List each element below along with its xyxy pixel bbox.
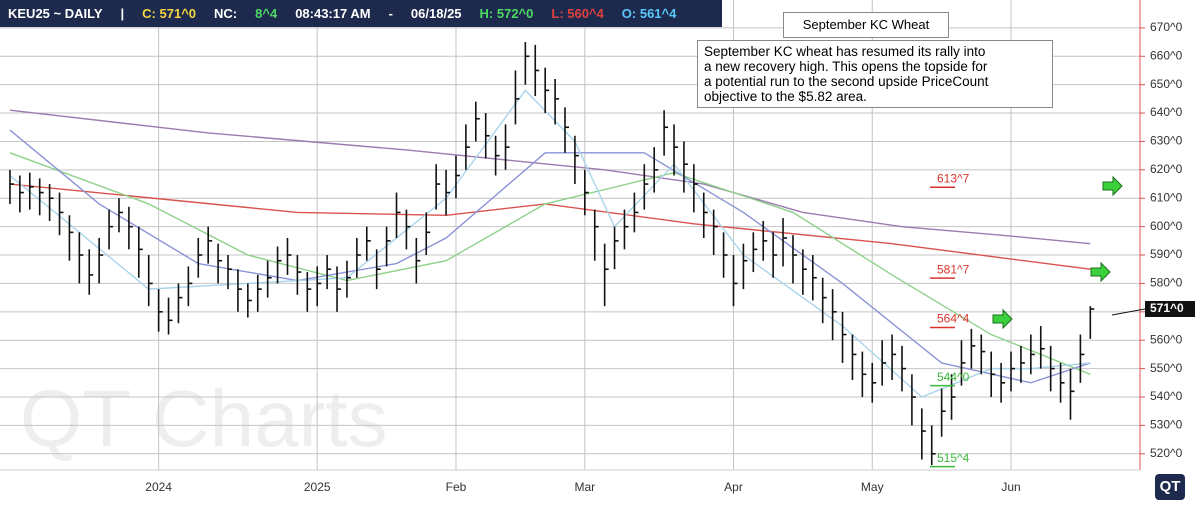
x-tick-label: 2024 bbox=[145, 480, 172, 494]
header-item: KEU25 ~ DAILY bbox=[8, 6, 103, 21]
x-tick-label: Apr bbox=[724, 480, 743, 494]
y-tick-label: 600^0 bbox=[1150, 219, 1183, 233]
level-label: 581^7 bbox=[937, 262, 970, 276]
level-label: 564^4 bbox=[937, 312, 970, 326]
level-label: 613^7 bbox=[937, 171, 970, 185]
header-item: C: 571^0 bbox=[142, 6, 197, 21]
logo: QT bbox=[1155, 474, 1185, 500]
arrow bbox=[1090, 261, 1111, 283]
moving-average bbox=[9, 89, 1091, 398]
y-tick-label: 660^0 bbox=[1150, 48, 1183, 62]
moving-average bbox=[9, 129, 1091, 384]
arrows bbox=[992, 175, 1123, 330]
last-price-box bbox=[1145, 300, 1195, 317]
level-label: 515^4 bbox=[937, 451, 970, 465]
y-tick-label: 630^0 bbox=[1150, 134, 1183, 148]
header-bar: KEU25 ~ DAILY | C: 571^0 NC: 8^4 08:43:17 AM -… bbox=[0, 0, 722, 27]
y-tick-label: 620^0 bbox=[1150, 162, 1183, 176]
header-item: H: 572^0 bbox=[479, 6, 534, 21]
x-tick-label: Mar bbox=[574, 480, 595, 494]
arrow bbox=[1102, 175, 1123, 197]
y-tick-label: 580^0 bbox=[1150, 276, 1183, 290]
note-line: September KC wheat has resumed its rally… bbox=[704, 44, 986, 59]
y-tick-label: 520^0 bbox=[1150, 446, 1183, 460]
header-item: O: 561^4 bbox=[621, 6, 677, 21]
header-item: | bbox=[120, 6, 125, 21]
x-tick-label: Feb bbox=[446, 480, 467, 494]
y-tick-label: 650^0 bbox=[1150, 77, 1183, 91]
y-tick-label: 590^0 bbox=[1150, 247, 1183, 261]
last-price-label: 571^0 bbox=[1150, 301, 1184, 315]
arrow bbox=[992, 308, 1013, 330]
y-tick-label: 670^0 bbox=[1150, 20, 1183, 34]
last-price-line bbox=[1111, 308, 1146, 316]
header-item: - bbox=[388, 6, 393, 21]
header-item: NC: bbox=[214, 6, 238, 21]
moving-average bbox=[9, 109, 1091, 245]
x-tick-label: 2025 bbox=[304, 480, 331, 494]
note-line: a potential run to the second upside Pri… bbox=[704, 74, 989, 89]
note: September KC wheat has resumed its rally… bbox=[697, 40, 1053, 108]
note-title: September KC Wheat bbox=[783, 12, 949, 38]
note-line: a new recovery high. This opens the tops… bbox=[704, 59, 988, 74]
level-label: 544^0 bbox=[937, 370, 970, 384]
x-tick-label: Jun bbox=[1001, 480, 1020, 494]
header-item: 08:43:17 AM bbox=[295, 6, 371, 21]
header-item: L: 560^4 bbox=[551, 6, 604, 21]
note-line: objective to the $5.82 area. bbox=[704, 89, 867, 104]
watermark: QT Charts bbox=[20, 374, 388, 463]
y-tick-label: 560^0 bbox=[1150, 332, 1183, 346]
y-tick-label: 530^0 bbox=[1150, 418, 1183, 432]
y-tick-label: 540^0 bbox=[1150, 389, 1183, 403]
header-item: 8^4 bbox=[255, 6, 278, 21]
y-tick-label: 640^0 bbox=[1150, 105, 1183, 119]
moving-average bbox=[9, 152, 1091, 375]
x-tick-label: May bbox=[861, 480, 884, 494]
y-tick-label: 610^0 bbox=[1150, 190, 1183, 204]
header-item: 06/18/25 bbox=[410, 6, 462, 21]
y-tick-label: 550^0 bbox=[1150, 361, 1183, 375]
